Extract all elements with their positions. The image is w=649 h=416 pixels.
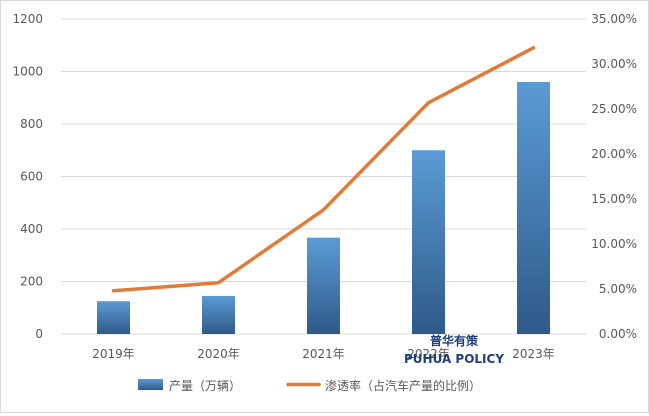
y-left-tick-label: 1000 [12,65,43,79]
line-point-2022年 [427,101,430,105]
y-left-tick-label: 600 [20,170,43,184]
x-tick-label: 2019年 [92,347,135,361]
y-left-tick-label: 200 [20,275,43,289]
line-point-2023年 [532,46,535,50]
y-right-tick-label: 35.00% [591,12,637,26]
y-right-tick-label: 5.00% [599,282,637,296]
bar-2021年 [307,237,340,334]
x-tick-label: 2021年 [302,347,345,361]
y-right-tick-label: 25.00% [591,102,637,116]
y-left-tick-label: 400 [20,222,43,236]
y-right-tick-label: 30.00% [591,57,637,71]
x-tick-label: 2022年 [407,347,450,361]
bar-2022年 [412,150,445,334]
line-point-2019年 [112,289,115,293]
line-point-2021年 [322,208,325,212]
legend-label-line: 渗透率（占汽车产量的比例） [325,378,481,393]
watermark-title: 普华有策 [430,333,479,348]
bar-2023年 [517,82,550,334]
y-right-tick-label: 10.00% [591,237,637,251]
x-tick-label: 2020年 [197,347,240,361]
y-right-tick-label: 15.00% [591,192,637,206]
y-left-tick-label: 800 [20,117,43,131]
bar-2019年 [97,301,130,334]
watermark-subtitle: PUHUA POLICY [404,352,504,366]
x-tick-label: 2023年 [512,347,555,361]
y-right-tick-label: 20.00% [591,147,637,161]
line-point-2020年 [217,281,220,285]
legend-swatch-bars [138,379,163,390]
y-left-tick-label: 0 [35,327,43,341]
y-right-tick-label: 0.00% [599,327,637,341]
legend-label-bars: 产量（万辆） [169,379,241,393]
bar-2020年 [202,295,235,334]
y-left-tick-label: 1200 [12,12,43,26]
